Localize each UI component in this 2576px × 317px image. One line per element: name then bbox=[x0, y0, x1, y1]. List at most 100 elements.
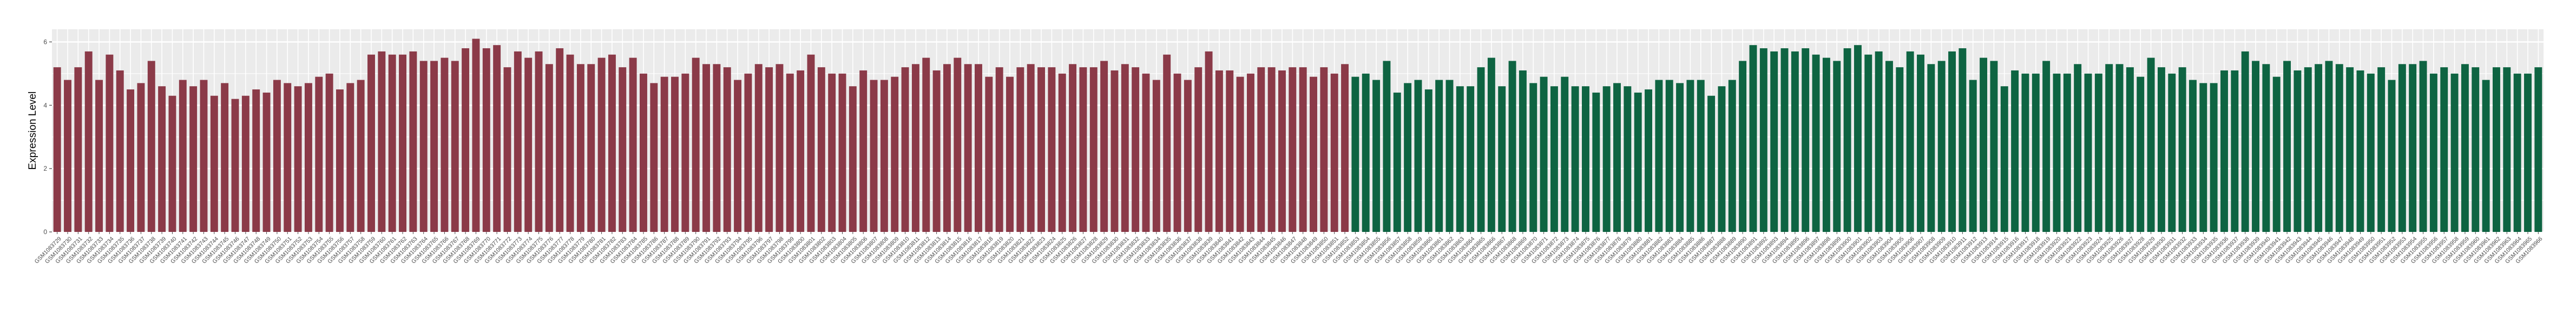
bar bbox=[1571, 86, 1579, 232]
bar bbox=[1854, 45, 1862, 232]
bar bbox=[221, 83, 229, 232]
bar bbox=[1624, 86, 1632, 232]
x-axis: GSM1083729GSM1083730GSM1083731GSM1083732… bbox=[34, 232, 2544, 265]
bar bbox=[430, 61, 438, 232]
bar bbox=[828, 73, 836, 232]
bar bbox=[231, 99, 239, 232]
bar bbox=[2115, 64, 2124, 232]
bar bbox=[817, 67, 825, 232]
bar bbox=[619, 67, 627, 232]
bar bbox=[1665, 80, 1673, 232]
bar bbox=[158, 86, 166, 232]
bar bbox=[1959, 48, 1967, 232]
bar bbox=[2492, 67, 2500, 232]
bar bbox=[1519, 70, 1527, 232]
bar bbox=[608, 54, 616, 232]
bar bbox=[776, 64, 784, 232]
bar bbox=[1142, 73, 1150, 232]
bar bbox=[336, 89, 344, 232]
bar bbox=[911, 64, 919, 232]
bar bbox=[1456, 86, 1464, 232]
bar bbox=[1592, 92, 1600, 232]
bar bbox=[1362, 73, 1370, 232]
bar bbox=[1917, 54, 1924, 232]
bar bbox=[901, 67, 909, 232]
bar bbox=[2377, 67, 2386, 232]
bar bbox=[524, 57, 533, 232]
bar bbox=[472, 38, 480, 232]
bar bbox=[2409, 64, 2417, 232]
bar bbox=[367, 54, 375, 232]
bar bbox=[2094, 73, 2102, 232]
bar bbox=[2147, 57, 2155, 232]
bar bbox=[556, 48, 564, 232]
bar bbox=[189, 86, 198, 232]
bar bbox=[1948, 51, 1956, 232]
bar bbox=[2000, 86, 2008, 232]
bar bbox=[127, 89, 135, 232]
bar bbox=[1906, 51, 1914, 232]
bar bbox=[2105, 64, 2113, 232]
bar bbox=[451, 61, 459, 232]
bar bbox=[587, 64, 595, 232]
bar bbox=[2398, 64, 2406, 232]
bar bbox=[1404, 83, 1412, 232]
bar bbox=[932, 70, 941, 232]
bar bbox=[273, 80, 281, 232]
bar bbox=[1226, 70, 1234, 232]
bar bbox=[754, 64, 763, 232]
bar bbox=[419, 61, 428, 232]
bar bbox=[849, 86, 857, 232]
bar bbox=[922, 57, 930, 232]
bar bbox=[378, 51, 386, 232]
bar bbox=[315, 76, 323, 232]
bar bbox=[1634, 92, 1642, 232]
bar bbox=[1069, 64, 1077, 232]
bar bbox=[859, 70, 868, 232]
bar bbox=[1655, 80, 1663, 232]
bar bbox=[1383, 61, 1391, 232]
bar bbox=[1205, 51, 1213, 232]
bar bbox=[1613, 83, 1621, 232]
bar bbox=[462, 48, 470, 232]
bar bbox=[200, 80, 208, 232]
bar bbox=[545, 64, 553, 232]
bar bbox=[1759, 48, 1767, 232]
bar bbox=[304, 83, 312, 232]
bar bbox=[2335, 64, 2343, 232]
bar bbox=[692, 57, 700, 232]
bar bbox=[838, 73, 846, 232]
bar bbox=[2262, 64, 2270, 232]
bar bbox=[2388, 80, 2396, 232]
bar bbox=[2220, 70, 2228, 232]
bar bbox=[1676, 83, 1684, 232]
bar bbox=[1812, 54, 1820, 232]
bar bbox=[388, 54, 396, 232]
bar bbox=[1246, 73, 1254, 232]
bar bbox=[1550, 86, 1558, 232]
bar bbox=[284, 83, 292, 232]
bar bbox=[2011, 70, 2019, 232]
bars bbox=[53, 38, 2542, 232]
bar bbox=[441, 57, 449, 232]
bar bbox=[650, 83, 658, 232]
bar bbox=[1864, 54, 1872, 232]
bar bbox=[2419, 61, 2427, 232]
bar bbox=[640, 73, 647, 232]
bar bbox=[294, 86, 302, 232]
bar bbox=[880, 80, 888, 232]
bar bbox=[535, 51, 543, 232]
bar bbox=[1132, 67, 1140, 232]
bar bbox=[891, 76, 899, 232]
bar bbox=[985, 76, 993, 232]
bar bbox=[2503, 67, 2511, 232]
bar bbox=[1602, 86, 1611, 232]
bar bbox=[1770, 51, 1778, 232]
bar bbox=[671, 76, 679, 232]
bar bbox=[2315, 64, 2323, 232]
bar bbox=[2325, 61, 2333, 232]
bar bbox=[2367, 73, 2375, 232]
bar bbox=[1927, 64, 1935, 232]
bar bbox=[1424, 89, 1432, 232]
bar bbox=[514, 51, 522, 232]
